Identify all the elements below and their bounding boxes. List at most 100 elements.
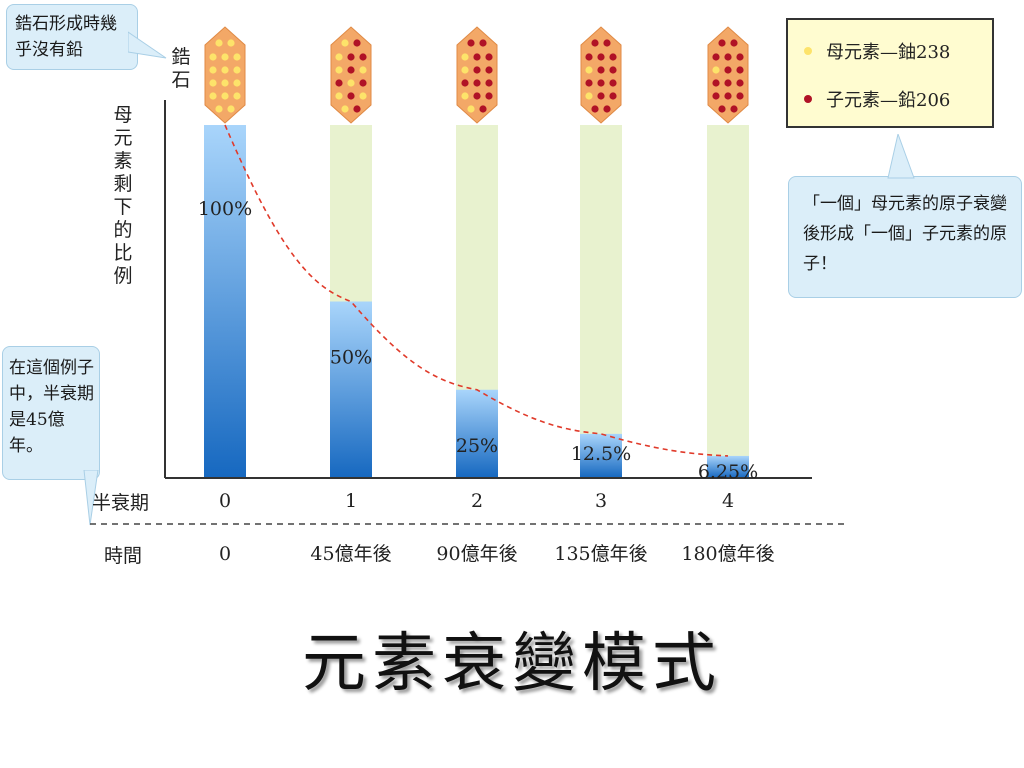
daughter-atom xyxy=(473,66,481,74)
daughter-atom xyxy=(335,79,343,87)
daughter-atom xyxy=(712,92,720,100)
half-life-label: 2 xyxy=(471,490,483,512)
parent-atom xyxy=(221,66,229,74)
daughter-bar xyxy=(580,125,622,478)
daughter-atom xyxy=(609,66,617,74)
value-label: 50% xyxy=(330,347,372,369)
zircon-crystal-icon xyxy=(707,26,749,124)
daughter-atom xyxy=(736,79,744,87)
daughter-atom xyxy=(347,66,355,74)
parent-bar xyxy=(580,433,622,478)
daughter-atom xyxy=(485,66,493,74)
parent-atom xyxy=(215,105,223,113)
daughter-atom xyxy=(603,39,611,47)
daughter-atom xyxy=(353,105,361,113)
legend: 母元素—鈾238 子元素—鉛206 xyxy=(786,18,994,128)
parent-atom xyxy=(359,92,367,100)
daughter-atom xyxy=(591,39,599,47)
parent-dot-icon xyxy=(804,47,812,55)
daughter-atom xyxy=(730,105,738,113)
daughter-dot-icon xyxy=(804,95,812,103)
value-label: 25% xyxy=(456,435,498,457)
parent-atom xyxy=(215,39,223,47)
daughter-atom xyxy=(724,53,732,61)
parent-atom xyxy=(209,92,217,100)
legend-parent-label: 母元素—鈾238 xyxy=(826,42,951,63)
half-life-label: 3 xyxy=(595,490,607,512)
half-life-label: 4 xyxy=(722,490,734,512)
callout-zircon-lead-text: 鋯石形成時幾乎沒有鉛 xyxy=(15,14,117,60)
zircon-label: 鋯石 xyxy=(171,46,191,91)
daughter-atom xyxy=(724,92,732,100)
page-title: 元素衰變模式 xyxy=(302,627,722,701)
callout-decay-note: 「一個」母元素的原子衰變後形成「一個」子元素的原子！ xyxy=(788,176,1022,298)
zircon-crystal-icon xyxy=(580,26,622,124)
daughter-atom xyxy=(473,92,481,100)
parent-bar xyxy=(707,455,749,478)
y-axis-label: 母元素剩下的比例 xyxy=(113,104,133,287)
parent-atom xyxy=(221,79,229,87)
parent-atom xyxy=(233,66,241,74)
parent-atom xyxy=(341,105,349,113)
parent-atom xyxy=(221,53,229,61)
daughter-atom xyxy=(609,92,617,100)
parent-atom xyxy=(209,66,217,74)
parent-atom xyxy=(209,79,217,87)
time-label: 180億年後 xyxy=(681,543,774,565)
daughter-atom xyxy=(736,53,744,61)
parent-atom xyxy=(335,92,343,100)
daughter-atom xyxy=(609,53,617,61)
daughter-atom xyxy=(724,79,732,87)
legend-daughter-label: 子元素—鉛206 xyxy=(826,90,951,111)
daughter-atom xyxy=(609,79,617,87)
daughter-atom xyxy=(485,79,493,87)
daughter-atom xyxy=(473,53,481,61)
parent-atom xyxy=(227,39,235,47)
value-label: 100% xyxy=(198,198,252,220)
parent-atom xyxy=(335,66,343,74)
daughter-atom xyxy=(712,79,720,87)
parent-atom xyxy=(461,66,469,74)
parent-atom xyxy=(585,92,593,100)
parent-atom xyxy=(209,53,217,61)
daughter-atom xyxy=(736,66,744,74)
daughter-atom xyxy=(597,66,605,74)
time-label: 90億年後 xyxy=(436,543,517,565)
callout-pointer xyxy=(887,134,915,179)
parent-atom xyxy=(585,66,593,74)
daughter-atom xyxy=(597,53,605,61)
callout-zircon-lead: 鋯石形成時幾乎沒有鉛 xyxy=(6,4,138,70)
daughter-bar xyxy=(707,125,749,478)
parent-atom xyxy=(233,92,241,100)
decay-trend-line xyxy=(224,124,729,457)
value-label: 6.25% xyxy=(698,461,758,483)
parent-atom xyxy=(467,105,475,113)
parent-atom xyxy=(461,53,469,61)
parent-atom xyxy=(347,79,355,87)
parent-atom xyxy=(461,92,469,100)
half-life-label: 1 xyxy=(345,490,357,512)
legend-item-parent: 母元素—鈾238 xyxy=(804,38,950,64)
decay-chart: 100% 0 0 50% 1 45億年後 25% 2 90億年後 12.5% 3 135億年後 6.25… xyxy=(90,26,846,565)
daughter-atom xyxy=(597,92,605,100)
daughter-atom xyxy=(347,92,355,100)
parent-atom xyxy=(335,53,343,61)
time-row-label: 時間 xyxy=(104,545,143,567)
callout-pointer xyxy=(83,470,99,526)
daughter-atom xyxy=(603,105,611,113)
daughter-atom xyxy=(736,92,744,100)
parent-atom xyxy=(227,105,235,113)
daughter-atom xyxy=(718,39,726,47)
callout-pointer xyxy=(128,31,167,59)
daughter-atom xyxy=(353,39,361,47)
legend-item-daughter: 子元素—鉛206 xyxy=(804,86,950,112)
zircon-crystal-icon xyxy=(204,26,246,124)
half-life-label: 0 xyxy=(219,490,231,512)
callout-decay-note-text: 「一個」母元素的原子衰變後形成「一個」子元素的原子！ xyxy=(803,194,1007,274)
daughter-atom xyxy=(479,39,487,47)
parent-bar xyxy=(330,301,372,478)
daughter-atom xyxy=(359,79,367,87)
half-life-row-label: 半衰期 xyxy=(92,492,150,514)
time-label: 45億年後 xyxy=(310,543,391,565)
daughter-atom xyxy=(724,66,732,74)
